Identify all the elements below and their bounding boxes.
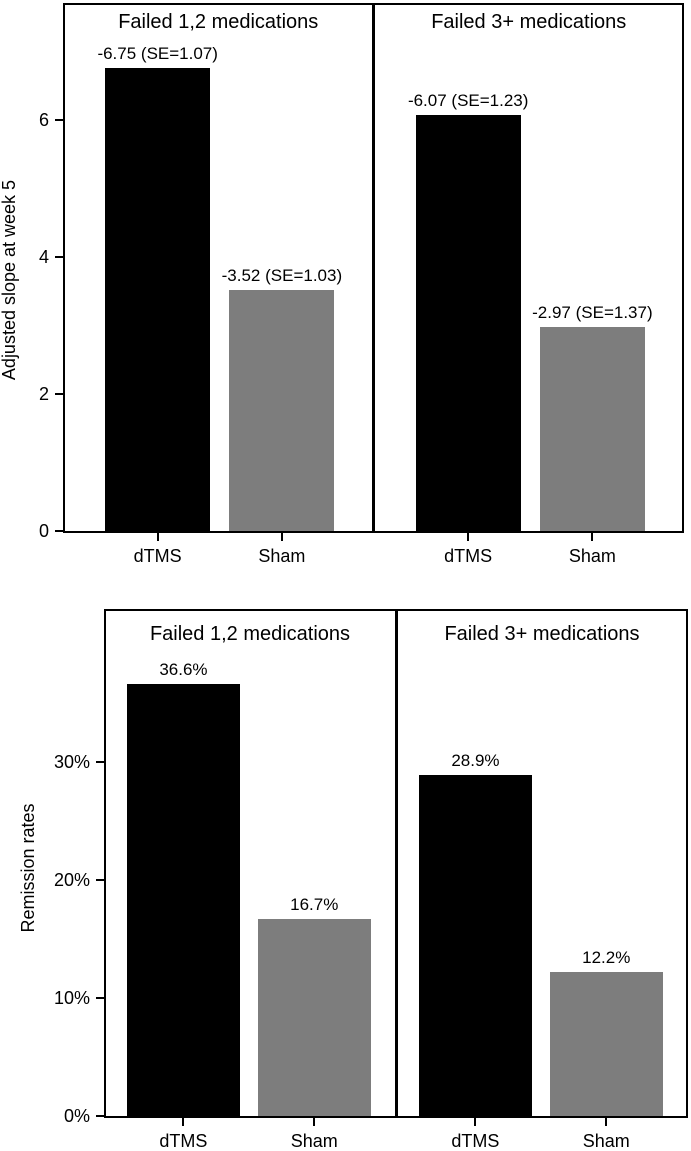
bar-dtms: [126, 684, 240, 1116]
x-tick-mark: [156, 533, 159, 541]
x-tick-mark: [591, 533, 594, 541]
panel-title: Failed 1,2 medications: [118, 11, 319, 33]
y-tick-label: 0%: [63, 1106, 90, 1126]
x-tick-mark: [280, 533, 283, 541]
y-tick-mark: [55, 530, 63, 532]
bar-value-label: -3.52 (SE=1.03): [221, 265, 343, 285]
x-category-label: dTMS: [159, 1131, 208, 1151]
bar-value-label: -6.07 (SE=1.23): [407, 90, 529, 110]
bar-dtms: [105, 68, 211, 531]
x-tick-mark: [474, 1118, 477, 1126]
x-tick-mark: [467, 533, 470, 541]
x-category-label: Sham: [582, 1131, 630, 1151]
x-category-label: dTMS: [133, 546, 182, 566]
panel-title: Failed 3+ medications: [431, 11, 627, 33]
bar-sham: [257, 918, 371, 1116]
bar-sham: [539, 327, 645, 531]
y-tick-mark: [96, 1115, 104, 1117]
bar-dtms: [418, 775, 532, 1116]
y-tick-mark: [55, 255, 63, 258]
panel-title: Failed 1,2 medications: [149, 623, 351, 645]
y-tick-label: 20%: [53, 870, 90, 891]
y-tick-label: 6: [38, 109, 49, 130]
y-tick-label: 10%: [53, 988, 90, 1008]
x-category-label: dTMS: [444, 546, 493, 566]
x-category-label: Sham: [568, 546, 616, 566]
x-category-label: Sham: [258, 546, 306, 566]
panel-divider: [372, 5, 375, 531]
y-tick-mark: [55, 118, 63, 121]
x-tick-mark: [182, 1118, 185, 1126]
y-tick-label: 4: [38, 246, 49, 267]
y-tick-mark: [96, 879, 104, 882]
y-tick-mark: [96, 761, 104, 764]
plot-frame: [63, 3, 684, 533]
y-tick-mark: [96, 997, 104, 999]
bar-sham: [549, 972, 663, 1116]
bar-value-label: 28.9%: [451, 751, 500, 770]
bar-dtms: [415, 114, 521, 531]
plot-frame: [104, 609, 688, 1118]
bar-value-label: -2.97 (SE=1.37): [532, 303, 653, 323]
bar-value-label: 36.6%: [159, 660, 208, 680]
x-category-label: Sham: [290, 1131, 338, 1151]
y-tick-label: 0: [38, 521, 49, 541]
y-tick-label: 2: [38, 383, 49, 404]
panel-divider: [394, 611, 398, 1116]
x-category-label: dTMS: [451, 1131, 500, 1151]
x-tick-mark: [605, 1118, 608, 1126]
bar-value-label: -6.75 (SE=1.07): [97, 44, 218, 64]
y-tick-label: 30%: [53, 752, 90, 773]
y-tick-mark: [55, 392, 63, 395]
bar-value-label: 16.7%: [290, 894, 339, 914]
y-axis-title-remission-rates: Remission rates: [18, 803, 38, 933]
x-tick-mark: [313, 1118, 316, 1126]
bar-sham: [229, 289, 335, 531]
panel-title: Failed 3+ medications: [444, 623, 640, 645]
bar-value-label: 12.2%: [582, 948, 631, 968]
